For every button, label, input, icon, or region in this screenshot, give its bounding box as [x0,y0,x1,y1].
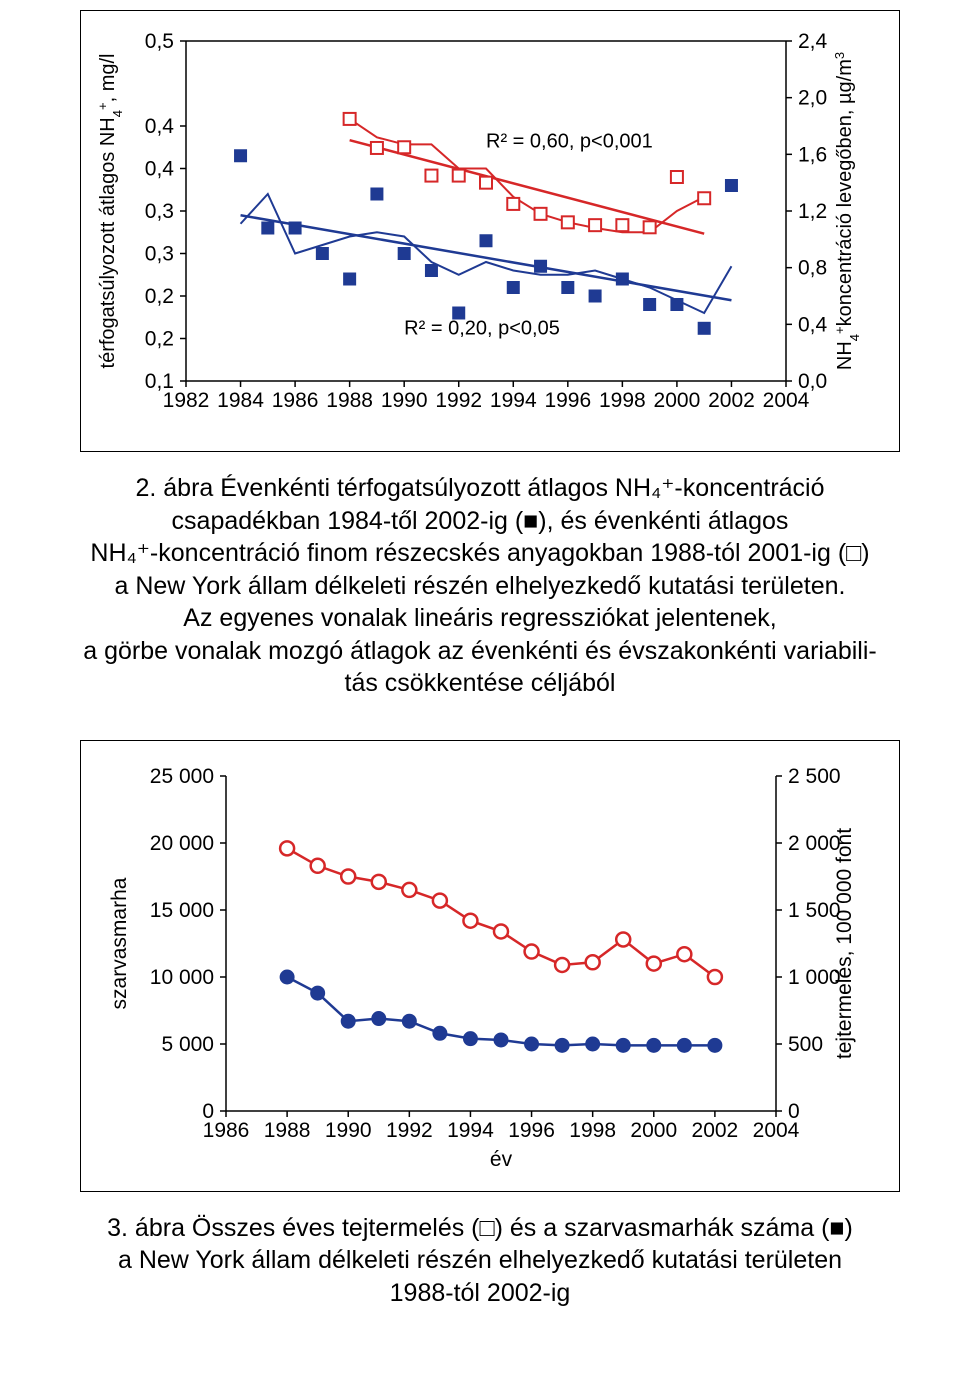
svg-text:2002: 2002 [692,1119,739,1142]
svg-text:1998: 1998 [569,1119,616,1142]
svg-text:0,3: 0,3 [145,200,174,223]
svg-text:szarvasmarha: szarvasmarha [108,877,131,1009]
chart-1-svg: 1982198419861988199019921994199619982000… [91,21,871,441]
svg-text:20 000: 20 000 [150,832,214,855]
svg-text:2000: 2000 [630,1119,677,1142]
svg-text:15 000: 15 000 [150,899,214,922]
svg-text:térfogatsúlyozott átlagos NH4+: térfogatsúlyozott átlagos NH4+, mg/l [95,54,125,369]
svg-text:500: 500 [788,1033,823,1056]
svg-text:0,2: 0,2 [145,285,174,308]
annotation-r2-2: R² = 0,20, p<0,05 [404,317,560,339]
svg-text:1990: 1990 [381,389,428,412]
chart-2-box: 1986198819901992199419961998200020022004… [80,740,900,1192]
svg-text:1984: 1984 [217,389,264,412]
svg-text:2,0: 2,0 [798,87,827,110]
caption-2: 3. ábra Összes éves tejtermelés (□) és a… [0,1212,960,1340]
svg-text:1988: 1988 [264,1119,311,1142]
svg-text:1986: 1986 [272,389,319,412]
annotation-r2-1: R² = 0,60, p<0,001 [486,130,653,152]
svg-text:1994: 1994 [447,1119,494,1142]
svg-text:0,0: 0,0 [798,370,827,393]
svg-text:0: 0 [202,1100,214,1123]
svg-text:év: év [490,1148,513,1171]
svg-text:1996: 1996 [508,1119,555,1142]
svg-text:0,4: 0,4 [798,313,828,336]
svg-text:0,5: 0,5 [145,30,174,53]
svg-text:tejtermelés, 100 000 font: tejtermelés, 100 000 font [833,827,856,1058]
caption-1: 2. ábra Évenkénti térfogatsúlyozott átla… [0,472,960,730]
svg-text:1988: 1988 [326,389,373,412]
svg-text:0,4: 0,4 [145,158,175,181]
svg-text:0: 0 [788,1100,800,1123]
svg-text:0,3: 0,3 [145,243,174,266]
svg-text:1990: 1990 [325,1119,372,1142]
svg-text:1994: 1994 [490,389,537,412]
svg-text:NH4+koncentráció levegőben, µg: NH4+koncentráció levegőben, µg/m3 [832,52,862,370]
svg-text:2000: 2000 [654,389,701,412]
svg-text:10 000: 10 000 [150,966,214,989]
svg-text:2 500: 2 500 [788,765,841,788]
svg-text:1996: 1996 [544,389,591,412]
svg-text:0,2: 0,2 [145,328,174,351]
chart-2-svg: 1986198819901992199419961998200020022004… [91,751,871,1181]
svg-text:1,2: 1,2 [798,200,827,223]
svg-text:5 000: 5 000 [161,1033,214,1056]
svg-text:0,8: 0,8 [798,257,827,280]
svg-text:1992: 1992 [386,1119,433,1142]
chart-1-box: 1982198419861988199019921994199619982000… [80,10,900,452]
svg-text:2,4: 2,4 [798,30,828,53]
svg-text:0,1: 0,1 [145,370,174,393]
svg-text:2002: 2002 [708,389,755,412]
svg-text:25 000: 25 000 [150,765,214,788]
svg-text:1992: 1992 [435,389,482,412]
svg-text:0,4: 0,4 [145,115,175,138]
svg-text:1998: 1998 [599,389,646,412]
svg-text:1,6: 1,6 [798,143,827,166]
